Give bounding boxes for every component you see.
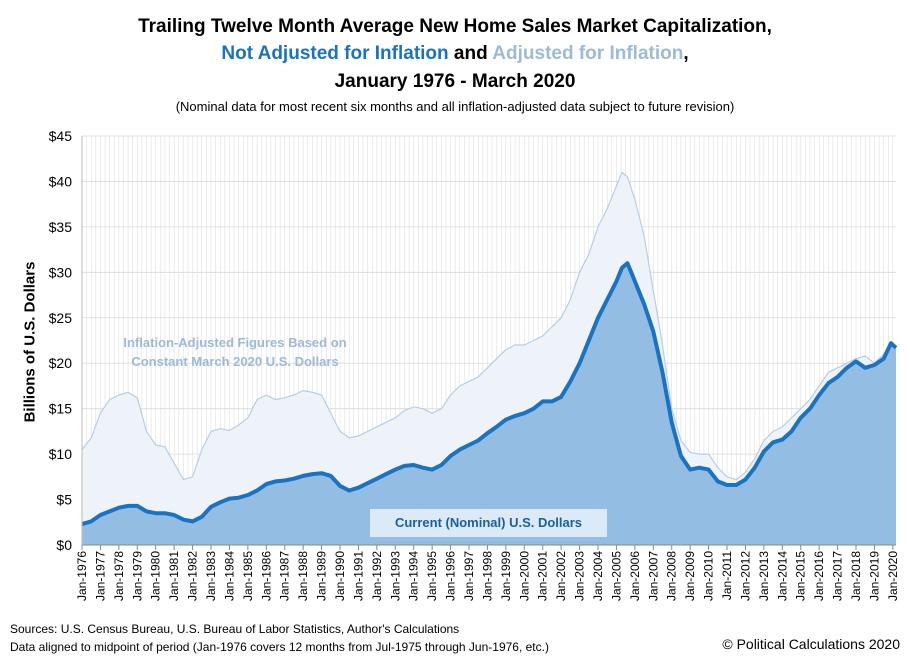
y-tick-label: $30 <box>49 264 73 280</box>
y-axis-label: Billions of U.S. Dollars <box>21 261 39 423</box>
x-tick-label: Jan-2008 <box>665 551 679 601</box>
chart-title-line2: Not Adjusted for Inflation and Adjusted … <box>0 43 910 65</box>
title-adjusted-phrase: Adjusted for Inflation <box>492 43 684 64</box>
x-tick-label: Jan-2004 <box>591 551 605 601</box>
x-tick-label: Jan-1986 <box>259 551 273 601</box>
x-tick-label: Jan-2009 <box>683 551 697 601</box>
x-tick-label: Jan-1990 <box>333 551 347 601</box>
y-tick-label: $0 <box>56 537 72 553</box>
x-tick-label: Jan-1987 <box>278 551 292 601</box>
x-tick-label: Jan-2007 <box>646 551 660 601</box>
x-tick-label: Jan-1980 <box>149 551 163 601</box>
x-tick-label: Jan-1998 <box>480 551 494 601</box>
x-tick-label: Jan-2005 <box>609 551 623 601</box>
x-tick-label: Jan-1989 <box>315 551 329 601</box>
x-tick-label: Jan-2020 <box>886 551 900 601</box>
chart-title-line3: January 1976 - March 2020 <box>334 71 576 92</box>
x-tick-label: Jan-2000 <box>517 551 531 601</box>
x-tick-label: Jan-2017 <box>831 551 845 601</box>
x-tick-label: Jan-1988 <box>296 551 310 601</box>
x-tick-label: Jan-2019 <box>867 551 881 601</box>
title-nominal-phrase: Not Adjusted for Inflation <box>221 43 449 64</box>
x-tick-label: Jan-2006 <box>628 551 642 601</box>
x-tick-label: Jan-1985 <box>241 551 255 601</box>
adjusted-series-area <box>82 172 896 545</box>
y-tick-label: $15 <box>49 401 73 417</box>
adjusted-annotation: Inflation-Adjusted Figures Based on Const… <box>100 333 370 371</box>
x-tick-label: Jan-1993 <box>388 551 402 601</box>
adjusted-annotation-line1: Inflation-Adjusted Figures Based on <box>123 335 347 350</box>
y-tick-label: $40 <box>49 173 73 189</box>
x-tick-label: Jan-2016 <box>812 551 826 601</box>
x-tick-label: Jan-1979 <box>130 551 144 601</box>
copyright-note: © Political Calculations 2020 <box>722 636 900 652</box>
title-comma: , <box>683 43 689 64</box>
x-tick-label: Jan-2011 <box>720 551 734 600</box>
y-tick-label: $5 <box>56 492 72 508</box>
x-tick-label: Jan-1999 <box>499 551 513 601</box>
x-tick-label: Jan-1982 <box>186 551 200 601</box>
x-tick-label: Jan-1991 <box>351 551 365 601</box>
x-tick-label: Jan-2013 <box>757 551 771 601</box>
alignment-note: Data aligned to midpoint of period (Jan-… <box>10 640 549 654</box>
adjusted-annotation-line2: Constant March 2020 U.S. Dollars <box>131 354 339 369</box>
x-tick-label: Jan-2002 <box>554 551 568 601</box>
x-tick-label: Jan-1981 <box>167 551 181 601</box>
chart-title-line1: Trailing Twelve Month Average New Home S… <box>138 16 772 37</box>
y-tick-label: $10 <box>49 446 73 462</box>
y-tick-label: $35 <box>49 219 73 235</box>
title-and: and <box>448 43 493 64</box>
x-tick-label: Jan-2003 <box>573 551 587 601</box>
x-tick-label: Jan-2015 <box>794 551 808 601</box>
x-tick-label: Jan-1995 <box>425 551 439 601</box>
x-tick-label: Jan-2001 <box>536 551 550 601</box>
x-tick-label: Jan-2012 <box>738 551 752 601</box>
nominal-annotation: Current (Nominal) U.S. Dollars <box>370 509 607 537</box>
x-tick-label: Jan-1996 <box>444 551 458 601</box>
y-tick-label: $20 <box>49 355 73 371</box>
x-tick-label: Jan-1983 <box>204 551 218 601</box>
chart-subtitle: (Nominal data for most recent six months… <box>175 99 735 114</box>
x-tick-label: Jan-1992 <box>370 551 384 601</box>
x-tick-label: Jan-2018 <box>849 551 863 601</box>
x-tick-label: Jan-2014 <box>775 551 789 601</box>
x-tick-label: Jan-1994 <box>407 551 421 601</box>
sources-note: Sources: U.S. Census Bureau, U.S. Bureau… <box>10 622 460 636</box>
x-tick-label: Jan-1977 <box>93 551 107 601</box>
adjusted-series-line <box>81 171 897 481</box>
x-tick-label: Jan-1997 <box>462 551 476 601</box>
y-tick-label: $45 <box>49 128 73 144</box>
y-tick-label: $25 <box>49 310 73 326</box>
x-tick-label: Jan-2010 <box>702 551 716 601</box>
x-tick-label: Jan-1976 <box>75 551 89 601</box>
x-tick-label: Jan-1984 <box>222 551 236 601</box>
x-tick-label: Jan-1978 <box>112 551 126 601</box>
nominal-series-line <box>81 261 898 527</box>
nominal-series-area <box>82 263 896 545</box>
